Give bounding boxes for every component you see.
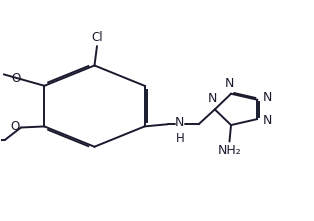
Text: H: H (176, 132, 184, 145)
Text: O: O (11, 72, 20, 85)
Text: N: N (263, 91, 272, 104)
Text: N: N (263, 114, 272, 127)
Text: N: N (208, 92, 217, 105)
Text: O: O (11, 120, 20, 133)
Text: NH₂: NH₂ (218, 144, 241, 157)
Text: Cl: Cl (91, 31, 103, 44)
Text: N: N (175, 116, 185, 129)
Text: N: N (225, 77, 234, 90)
